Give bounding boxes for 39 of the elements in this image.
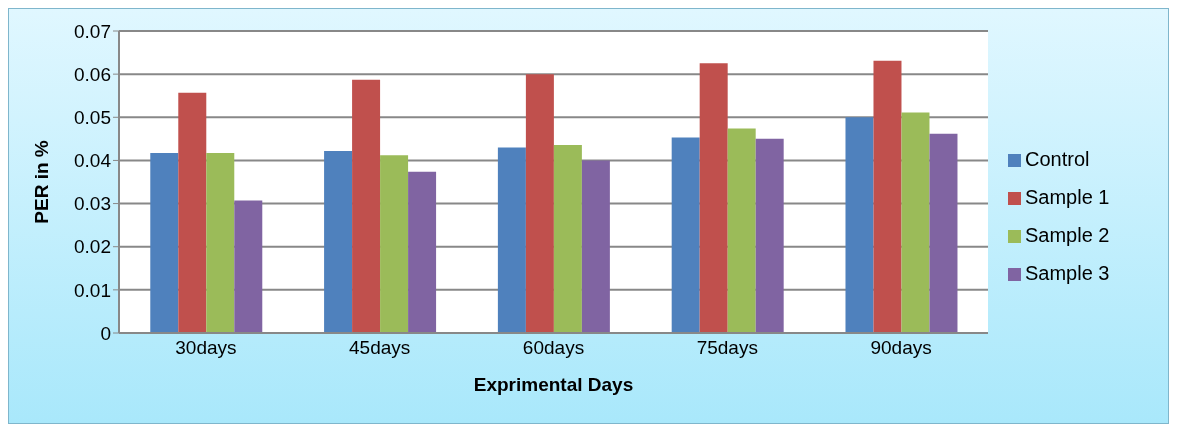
bar (408, 171, 437, 333)
bar (352, 79, 381, 333)
y-tick-label: 0.03 (74, 193, 111, 215)
x-axis-title: Exprimental Days (473, 374, 634, 395)
bar (324, 150, 353, 333)
y-tick-label: 0.01 (74, 279, 111, 301)
bar (845, 117, 874, 333)
bar (525, 74, 554, 333)
x-tick-label: 90days (870, 337, 932, 359)
bar (581, 160, 610, 333)
y-tick-label: 0.05 (74, 107, 111, 129)
x-tick-label: 60days (522, 337, 585, 359)
x-tick-label: 45days (349, 337, 411, 359)
bar (727, 128, 756, 333)
legend-label: Sample 2 (1025, 224, 1110, 246)
x-tick-label: 75days (696, 337, 758, 359)
bar (553, 144, 582, 333)
bar (497, 147, 526, 333)
legend-label: Control (1025, 148, 1090, 170)
bar (178, 92, 207, 333)
bar (755, 138, 784, 333)
x-tick-label: 30days (175, 337, 237, 359)
bar (150, 153, 179, 333)
y-tick-label: 0.02 (74, 236, 111, 258)
y-tick-label: 0.07 (74, 20, 111, 42)
y-tick-label: 0.04 (74, 150, 112, 172)
y-axis-title: PER in % (30, 140, 52, 224)
bar (380, 155, 409, 333)
bar (929, 133, 958, 333)
legend-label: Sample 1 (1025, 186, 1110, 208)
bar (873, 60, 902, 333)
bar (206, 153, 235, 333)
y-tick-label: 0 (100, 322, 111, 344)
bar (699, 63, 728, 333)
bar (901, 112, 930, 333)
legend-label: Sample 3 (1025, 262, 1110, 284)
bar (671, 137, 700, 333)
bar (234, 200, 263, 333)
y-tick-label: 0.06 (74, 63, 111, 85)
